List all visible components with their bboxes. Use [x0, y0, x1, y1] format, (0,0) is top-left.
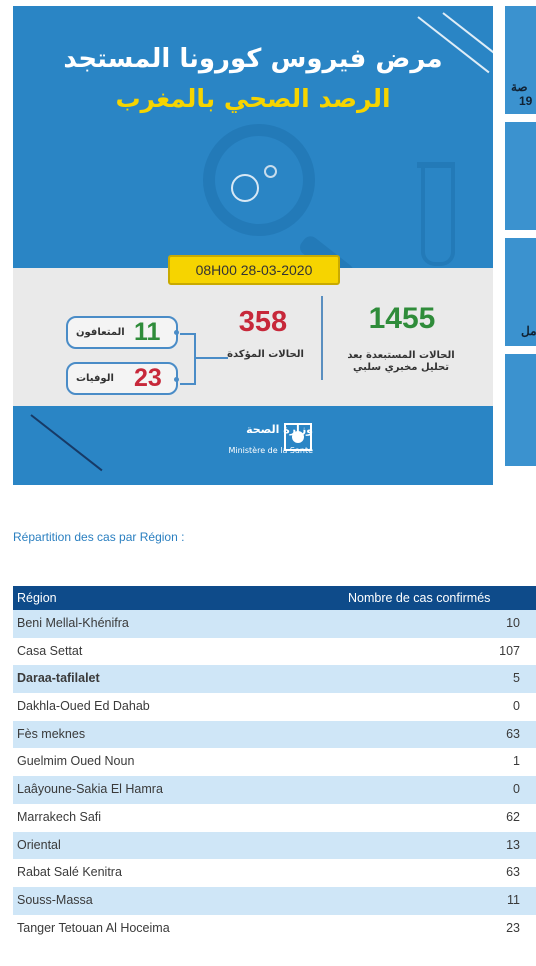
section-title: Répartition des cas par Région : — [13, 530, 185, 544]
case-count: 5 — [513, 671, 520, 686]
region-name: Oriental — [17, 837, 61, 852]
covid-infographic: مرض فيروس كورونا المستجد الرصد الصحي بال… — [13, 6, 493, 485]
region-name: Marrakech Safi — [17, 809, 102, 824]
decor-line — [30, 414, 103, 472]
excluded-label-line1: الحالات المستبعدة بعد — [347, 350, 455, 361]
infographic-subtitle: الرصد الصحي بالمغرب — [115, 84, 391, 113]
report-datetime: 08H00 28-03-2020 — [168, 255, 340, 285]
region-name: Fès meknes — [17, 726, 86, 741]
stats-divider — [321, 296, 323, 380]
region-name: Rabat Salé Kenitra — [17, 865, 122, 880]
case-count: 62 — [506, 809, 520, 824]
region-name: Daraa-tafilalet — [17, 671, 100, 686]
virus-icon — [231, 174, 259, 202]
ministry-name-fr: Ministère de la Santé — [228, 446, 313, 455]
connector-arm — [194, 357, 228, 359]
table-row: Daraa-tafilalet 5 — [13, 665, 536, 694]
recovered-label: المتعافون — [76, 327, 125, 338]
case-count: 63 — [506, 865, 520, 880]
region-name: Dakhla-Oued Ed Dahab — [17, 699, 150, 714]
connector-bracket — [180, 333, 196, 385]
side-card[interactable] — [505, 122, 536, 230]
confirmed-count: 358 — [238, 306, 288, 338]
virus-icon — [264, 165, 277, 178]
table-row: Rabat Salé Kenitra 63 — [13, 859, 536, 887]
excluded-label: الحالات المستبعدة بعد تحليل مخبري سلبي — [331, 350, 471, 374]
side-card[interactable]: مل — [505, 238, 536, 346]
case-count: 13 — [506, 837, 520, 852]
region-name: Laâyoune-Sakia El Hamra — [17, 782, 163, 797]
ministry-name-ar: وزارة الصحة — [246, 423, 313, 436]
connector-dot — [174, 330, 179, 335]
side-card-text: صة — [511, 80, 528, 94]
header-count: Nombre de cas confirmés — [348, 591, 491, 605]
region-name: Casa Settat — [17, 643, 83, 658]
table-row: Beni Mellal-Khénifra 10 — [13, 610, 536, 638]
table-row: Oriental 13 — [13, 831, 536, 860]
excluded-label-line2: تحليل مخبري سلبي — [353, 362, 449, 373]
excluded-count: 1455 — [368, 302, 436, 335]
recovered-pill: 11 المتعافون — [66, 316, 178, 349]
table-row: Laâyoune-Sakia El Hamra 0 — [13, 776, 536, 804]
test-tube-icon — [421, 166, 455, 266]
case-count: 63 — [506, 726, 520, 741]
case-count: 23 — [506, 920, 520, 935]
ministry-logo-icon — [284, 423, 312, 451]
deaths-count: 23 — [134, 364, 162, 392]
connector-dot — [174, 377, 179, 382]
region-name: Souss-Massa — [17, 892, 93, 907]
case-count: 107 — [499, 643, 520, 658]
deaths-pill: 23 الوفيات — [66, 362, 178, 395]
region-table: Région Nombre de cas confirmés Beni Mell… — [13, 586, 536, 942]
side-card-text: مل — [521, 324, 536, 338]
confirmed-label: الحالات المؤكدة — [227, 349, 304, 360]
case-count: 0 — [513, 699, 520, 714]
region-name: Beni Mellal-Khénifra — [17, 616, 129, 630]
table-header: Région Nombre de cas confirmés — [13, 586, 536, 610]
ministry-signature: وزارة الصحة Ministère de la Santé — [203, 424, 313, 456]
header-region: Région — [17, 591, 57, 605]
table-row: Dakhla-Oued Ed Dahab 0 — [13, 693, 536, 721]
table-row: Souss-Massa 11 — [13, 886, 536, 915]
table-row: Marrakech Safi 62 — [13, 804, 536, 832]
test-tube-icon — [417, 162, 455, 168]
table-row: Casa Settat 107 — [13, 638, 536, 666]
table-row: Guelmim Oued Noun 1 — [13, 748, 536, 776]
case-count: 1 — [513, 754, 520, 769]
deaths-label: الوفيات — [76, 373, 114, 384]
table-row: Fès meknes 63 — [13, 720, 536, 749]
side-card-text: 19 — [519, 94, 533, 108]
case-count: 10 — [506, 616, 520, 630]
table-row: Tanger Tetouan Al Hoceima 23 — [13, 915, 536, 943]
magnifier-icon — [203, 124, 315, 236]
side-card[interactable]: صة 19 — [505, 6, 536, 114]
region-name: Tanger Tetouan Al Hoceima — [17, 920, 170, 935]
infographic-title: مرض فيروس كورونا المستجد — [63, 44, 443, 74]
region-name: Guelmim Oued Noun — [17, 754, 135, 769]
recovered-count: 11 — [134, 318, 161, 346]
case-count: 11 — [507, 892, 520, 907]
case-count: 0 — [513, 782, 520, 797]
side-card[interactable] — [505, 354, 536, 466]
